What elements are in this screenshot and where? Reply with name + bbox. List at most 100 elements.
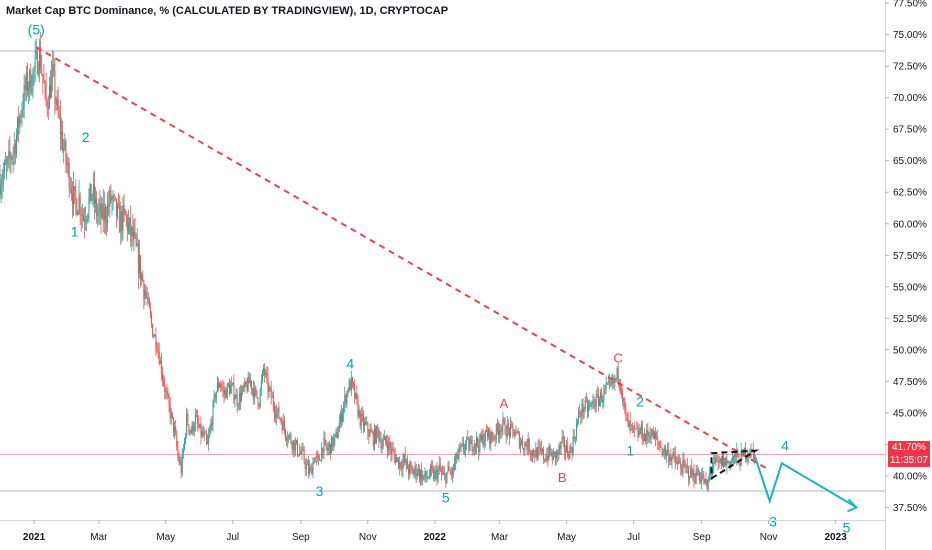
candle-body <box>612 378 614 384</box>
wave-label: 2 <box>636 394 644 410</box>
candle <box>425 470 427 483</box>
candle <box>682 451 684 478</box>
candle <box>116 201 118 221</box>
candle-body <box>211 423 213 426</box>
candle-body <box>717 460 719 462</box>
candle-body <box>439 464 441 471</box>
candle <box>13 131 15 166</box>
y-axis[interactable]: 77.50% 75.00% 72.50% 70.00% 67.50% 65.00% 62.5… <box>885 0 927 514</box>
candle-body <box>98 208 100 213</box>
candle <box>51 60 53 99</box>
candle-body <box>681 468 683 474</box>
candle <box>581 399 583 424</box>
candle <box>212 399 214 432</box>
candle-body <box>2 172 4 182</box>
candle <box>381 438 383 455</box>
candle-body <box>248 376 250 384</box>
candle-body <box>719 458 721 462</box>
candle-body <box>315 455 317 459</box>
candle <box>63 139 65 164</box>
candle <box>389 435 391 455</box>
candle-body <box>573 436 575 440</box>
candle <box>280 416 282 425</box>
candle <box>30 63 32 96</box>
candle <box>68 157 70 198</box>
candle-body <box>193 427 195 432</box>
candle-body <box>110 190 112 201</box>
candle-body <box>289 434 291 436</box>
candle <box>358 404 360 419</box>
candle-body <box>77 211 79 216</box>
candle-body <box>347 391 349 393</box>
candle-body <box>730 459 732 466</box>
candle-body <box>626 413 628 416</box>
x-tick-label: Mar <box>491 532 509 543</box>
candle-body <box>413 471 415 475</box>
candle <box>140 254 142 288</box>
wave-label: 3 <box>316 483 324 499</box>
candle-body <box>297 440 299 455</box>
candle <box>695 464 697 485</box>
candle-body <box>652 429 654 440</box>
candle-body <box>503 419 505 422</box>
candle <box>504 417 506 435</box>
candle <box>252 387 254 397</box>
candle-body <box>664 447 666 456</box>
candle <box>534 449 536 464</box>
candle-body <box>43 79 45 84</box>
candle-body <box>190 430 192 434</box>
candle-body <box>739 464 741 467</box>
candle <box>558 443 560 461</box>
candle-body <box>407 468 409 474</box>
candle <box>633 425 635 434</box>
candle <box>326 442 328 456</box>
candle <box>54 58 56 115</box>
candle-body <box>344 395 346 405</box>
candle-body <box>496 424 498 430</box>
candle <box>409 461 411 479</box>
candle-body <box>537 446 539 460</box>
candle <box>574 436 576 445</box>
candle <box>566 439 568 453</box>
candle <box>467 430 469 441</box>
candle <box>223 381 225 404</box>
candle <box>351 376 353 389</box>
candle-body <box>103 207 105 221</box>
candle-body <box>237 405 239 407</box>
candle <box>284 428 286 442</box>
candle-body <box>436 469 438 480</box>
candle <box>489 426 491 450</box>
candle-body <box>15 135 17 155</box>
candle-body <box>24 84 26 90</box>
candle <box>423 474 425 480</box>
candle <box>373 423 375 452</box>
candle <box>429 463 431 478</box>
candle <box>33 65 35 86</box>
x-axis[interactable]: 2021 Mar May Jul Sep Nov 2022 Mar May Jul Sep Nov 20… <box>23 520 847 543</box>
candle <box>378 427 380 448</box>
candle-body <box>291 442 293 450</box>
candle <box>442 464 443 476</box>
candle-body <box>721 455 723 466</box>
candle <box>188 424 190 436</box>
candle-body <box>337 431 339 438</box>
candle-body <box>308 463 310 473</box>
candle-body <box>679 460 681 464</box>
candle-body <box>92 184 94 195</box>
candle <box>67 156 69 178</box>
candle-body <box>306 463 308 465</box>
candle <box>452 463 454 479</box>
candle-body <box>703 474 705 484</box>
candle-body <box>365 421 367 424</box>
candle <box>237 402 239 410</box>
candle-body <box>534 455 536 458</box>
candle <box>431 460 433 477</box>
candle <box>109 186 111 218</box>
candle <box>201 426 203 439</box>
candle <box>14 139 16 165</box>
candle-body <box>546 455 548 462</box>
candle <box>693 464 695 489</box>
candle-body <box>194 415 196 428</box>
candle-body <box>324 438 326 441</box>
